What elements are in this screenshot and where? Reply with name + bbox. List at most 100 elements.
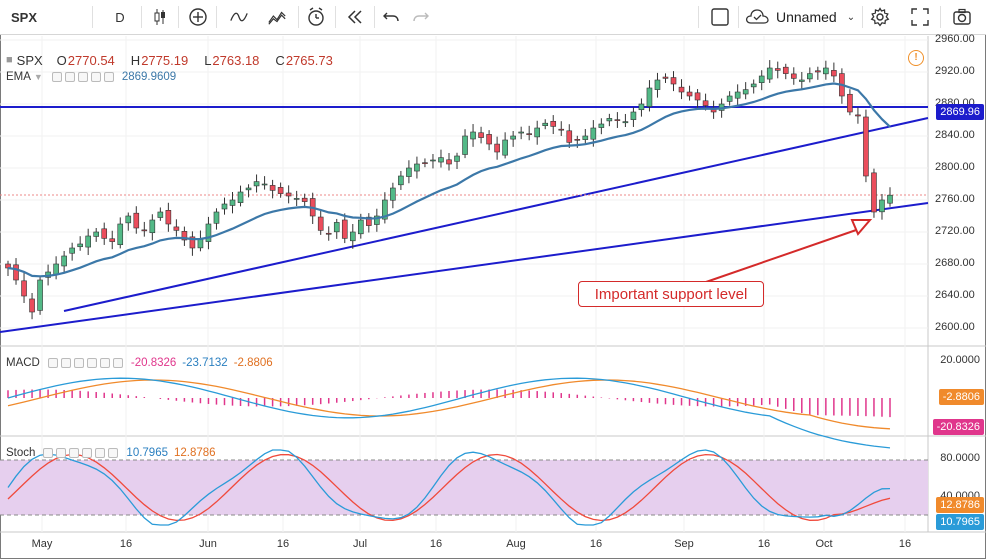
macd-hist-tag-value: -20.8326 xyxy=(936,421,980,433)
candle-body xyxy=(590,127,597,140)
chart-canvas[interactable] xyxy=(0,35,986,559)
price-tick: 2840.00 xyxy=(935,129,975,141)
candle xyxy=(654,72,661,98)
candle-body xyxy=(550,120,557,127)
candle xyxy=(638,98,645,117)
candle xyxy=(462,129,468,159)
candle-body xyxy=(887,194,893,204)
time-tick: 16 xyxy=(589,538,603,550)
replay-button[interactable] xyxy=(341,0,369,34)
candle-body xyxy=(614,119,621,121)
add-icon[interactable] xyxy=(69,448,80,458)
macd-legend: MACD -20.8326 -23.7132 -2.8806 xyxy=(6,357,273,369)
candle xyxy=(293,190,300,207)
visibility-icon[interactable] xyxy=(47,358,58,368)
price-tick: 2600.00 xyxy=(935,321,975,333)
macd-line xyxy=(7,377,891,449)
stoch-pane xyxy=(0,449,928,526)
ohlc-legend: ■ SPX O 2770.54 H 2775.19 L 2763.18 C 2765.7… xyxy=(6,51,333,69)
candle-body xyxy=(726,95,733,102)
stoch-k-tag: 10.7965 xyxy=(936,514,984,530)
more-icon[interactable] xyxy=(95,448,106,458)
annotation-arrow[interactable] xyxy=(705,219,873,283)
candle xyxy=(117,217,124,249)
candle xyxy=(871,168,877,218)
stoch-axis-tick-80: 80.0000 xyxy=(940,452,980,464)
save-layout-button[interactable]: Unnamed ⌄ xyxy=(744,0,862,34)
close-icon[interactable] xyxy=(86,358,97,368)
time-tick: 16 xyxy=(119,538,133,550)
stoch-k-line xyxy=(7,449,891,526)
candle xyxy=(726,91,733,106)
settings-icon xyxy=(870,7,890,27)
chart-style-button[interactable] xyxy=(146,0,174,34)
add-icon[interactable] xyxy=(77,72,88,82)
candle xyxy=(61,250,67,273)
compare-button[interactable] xyxy=(184,0,212,34)
screenshot-button[interactable] xyxy=(948,0,976,34)
redo-button[interactable] xyxy=(408,0,434,34)
line-tool-icon xyxy=(230,12,248,22)
stoch-d-value: 12.8786 xyxy=(174,447,216,459)
candle xyxy=(93,228,99,242)
settings-icon[interactable] xyxy=(60,358,71,368)
candle-body xyxy=(502,139,508,156)
settings-button[interactable] xyxy=(866,0,894,34)
time-tick: Jun xyxy=(199,538,217,550)
candle xyxy=(165,202,172,232)
indicators-button[interactable] xyxy=(262,0,292,34)
collapse-icon[interactable] xyxy=(108,448,119,458)
alert-button[interactable] xyxy=(302,0,330,34)
candle xyxy=(77,236,83,251)
candle xyxy=(774,61,781,79)
undo-button[interactable] xyxy=(378,0,404,34)
candle xyxy=(341,213,348,244)
candle xyxy=(261,176,268,190)
more-icon[interactable] xyxy=(99,358,110,368)
candle-body xyxy=(807,73,813,80)
eye-icon[interactable]: ■ xyxy=(6,54,13,66)
candle xyxy=(69,242,75,261)
candle-body xyxy=(173,226,180,231)
close-icon[interactable] xyxy=(90,72,101,82)
trend-lines[interactable] xyxy=(0,106,929,333)
layout-button[interactable] xyxy=(706,0,734,34)
candle xyxy=(157,207,164,221)
legend-symbol: SPX xyxy=(16,52,43,68)
stoch-legend: Stoch 10.7965 12.8786 xyxy=(6,447,216,459)
info-icon[interactable]: ! xyxy=(908,50,924,66)
close-value: 2765.73 xyxy=(285,52,333,68)
low-value: 2763.18 xyxy=(212,52,260,68)
stoch-d-tag-value: 12.8786 xyxy=(940,499,980,511)
fullscreen-button[interactable] xyxy=(906,0,934,34)
candle-body xyxy=(542,122,549,126)
drawing-tool-button[interactable] xyxy=(224,0,254,34)
settings-icon[interactable] xyxy=(56,448,67,458)
settings-icon[interactable] xyxy=(64,72,75,82)
close-icon[interactable] xyxy=(82,448,93,458)
candle xyxy=(189,231,196,256)
candle-body xyxy=(494,143,500,153)
undo-icon xyxy=(383,12,399,22)
toolbar-divider xyxy=(335,6,336,28)
visibility-icon[interactable] xyxy=(43,448,54,458)
support-annotation[interactable]: Important support level xyxy=(578,281,764,307)
collapse-icon[interactable] xyxy=(112,358,123,368)
candle-body xyxy=(29,298,35,313)
candle xyxy=(831,62,837,83)
interval-button[interactable]: D xyxy=(108,0,132,34)
toolbar-divider xyxy=(298,6,299,28)
candle-body xyxy=(101,228,108,239)
chevron-down-icon[interactable]: ▼ xyxy=(33,72,43,82)
candle xyxy=(229,192,236,214)
candle-body xyxy=(782,66,789,74)
add-icon[interactable] xyxy=(73,358,84,368)
candle-body xyxy=(125,215,132,224)
more-icon[interactable] xyxy=(103,72,114,82)
candle-body xyxy=(422,162,428,164)
candle-body xyxy=(847,93,853,113)
ema-label: EMA xyxy=(6,71,31,83)
candle-body xyxy=(333,222,340,233)
visibility-icon[interactable] xyxy=(51,72,62,82)
symbol-search-button[interactable]: SPX xyxy=(4,0,44,34)
